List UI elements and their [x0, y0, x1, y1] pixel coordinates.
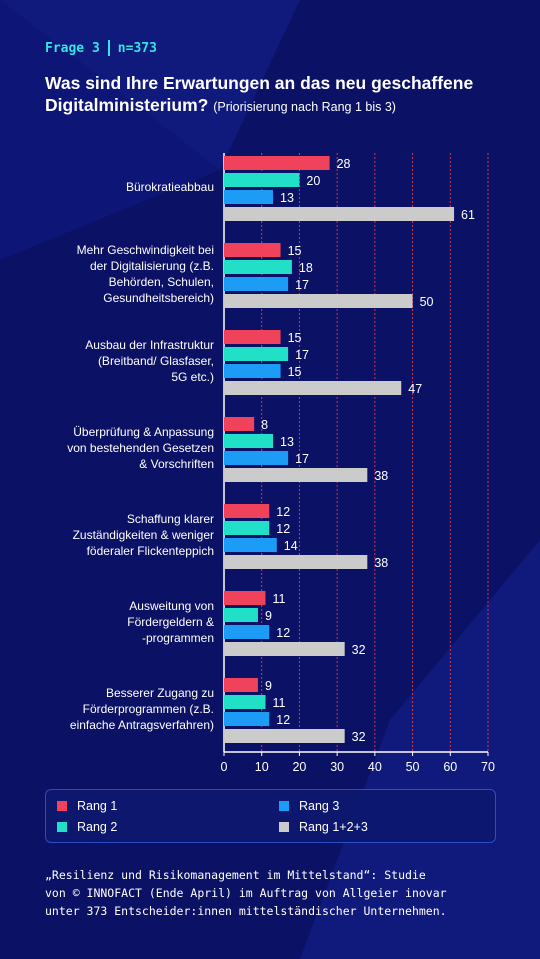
- bar-rang-1: [224, 156, 330, 170]
- title-text: Was sind Ihre Erwartungen an das neu ges…: [45, 73, 474, 115]
- bar-rang-2: [224, 521, 270, 535]
- bar-rang-2: [224, 260, 292, 274]
- footer-source: „Resilienz und Risikomanagement im Mitte…: [45, 866, 515, 920]
- data-label: 32: [352, 643, 366, 657]
- data-label: 12: [276, 522, 290, 536]
- bar-rang-3: [224, 712, 270, 726]
- x-tick-label: 30: [330, 760, 344, 774]
- data-label: 32: [352, 730, 366, 744]
- data-label: 17: [295, 452, 309, 466]
- bar-rang-1: [224, 243, 281, 257]
- legend-item-rang-total: Rang 1+2+3: [279, 820, 368, 834]
- bar-rang-1-2-3: [224, 294, 413, 308]
- bar-rang-1-2-3: [224, 642, 345, 656]
- bar-rang-3: [224, 538, 277, 552]
- data-label: 20: [306, 174, 320, 188]
- category-label: Schaffung klarer Zuständigkeiten & wenig…: [72, 511, 214, 558]
- data-label: 61: [461, 208, 475, 222]
- x-tick-label: 60: [443, 760, 457, 774]
- category-label: Überprüfung & Anpassung von bestehenden …: [67, 424, 214, 471]
- footer-line-1: „Resilienz und Risikomanagement im Mitte…: [45, 868, 426, 882]
- meta-separator: [107, 40, 110, 56]
- bar-rang-3: [224, 277, 289, 291]
- data-label: 15: [288, 365, 302, 379]
- data-label: 15: [288, 244, 302, 258]
- bar-rang-1: [224, 417, 255, 431]
- bar-rang-1-2-3: [224, 555, 368, 569]
- chart-title: Was sind Ihre Erwartungen an das neu ges…: [45, 72, 515, 118]
- bar-rang-3: [224, 364, 281, 378]
- x-tick-label: 10: [255, 760, 269, 774]
- legend-item-rang1: Rang 1: [57, 799, 117, 813]
- bar-rang-2: [224, 434, 274, 448]
- chart-subtitle: (Priorisierung nach Rang 1 bis 3): [213, 100, 396, 114]
- bar-rang-1: [224, 678, 258, 692]
- data-label: 12: [276, 626, 290, 640]
- legend-swatch-rang-total: [279, 822, 289, 832]
- data-label: 17: [295, 348, 309, 362]
- legend-swatch-rang1: [57, 801, 67, 811]
- x-tick-label: 0: [221, 760, 228, 774]
- category-label: Ausbau der Infrastruktur (Breitband/ Gla…: [85, 337, 214, 384]
- data-label: 13: [280, 191, 294, 205]
- data-label: 15: [288, 331, 302, 345]
- bar-rang-1-2-3: [224, 381, 402, 395]
- legend-label-rang3: Rang 3: [299, 799, 340, 813]
- data-label: 50: [420, 295, 434, 309]
- question-meta: Frage 3 n=373: [45, 40, 515, 56]
- data-label: 9: [265, 609, 272, 623]
- bar-rang-2: [224, 173, 300, 187]
- data-label: 28: [337, 157, 351, 171]
- footer-line-2: von © INNOFACT (Ende April) im Auftrag v…: [45, 886, 447, 900]
- bar-rang-2: [224, 347, 289, 361]
- legend-label-rang1: Rang 1: [77, 799, 118, 813]
- x-tick-label: 20: [292, 760, 306, 774]
- bar-rang-1: [224, 330, 281, 344]
- sample-size: n=373: [117, 40, 157, 56]
- header: Frage 3 n=373 Was sind Ihre Erwartungen …: [45, 40, 515, 118]
- bar-rang-1-2-3: [224, 207, 455, 221]
- data-label: 14: [284, 539, 298, 553]
- legend-item-rang2: Rang 2: [57, 820, 117, 834]
- data-label: 38: [374, 556, 388, 570]
- bar-rang-1: [224, 591, 266, 605]
- data-label: 11: [272, 592, 285, 606]
- category-label: Besserer Zugang zu Förderprogrammen (z.B…: [69, 685, 214, 732]
- data-label: 12: [276, 505, 290, 519]
- data-label: 11: [272, 696, 285, 710]
- bar-rang-3: [224, 451, 289, 465]
- data-label: 47: [408, 382, 422, 396]
- bar-rang-3: [224, 190, 274, 204]
- bar-rang-3: [224, 625, 270, 639]
- data-label: 8: [261, 418, 268, 432]
- category-label: Ausweitung von Fördergeldern & -programm…: [127, 598, 214, 645]
- data-label: 13: [280, 435, 294, 449]
- question-number: Frage 3: [45, 40, 100, 56]
- data-label: 18: [299, 261, 313, 275]
- bar-rang-1-2-3: [224, 729, 345, 743]
- legend-item-rang3: Rang 3: [279, 799, 339, 813]
- bar-chart: 0 10 20 30 40 50 60 70 28 20 13 61 15 18 17 50 15 17 15 47 8…: [221, 153, 495, 774]
- data-label: 12: [276, 713, 290, 727]
- x-tick-label: 70: [481, 760, 495, 774]
- bar-rang-2: [224, 695, 266, 709]
- category-label: Mehr Geschwindigkeit bei der Digitalisie…: [76, 242, 214, 305]
- category-label: Bürokratieabbau: [125, 179, 214, 194]
- bar-rang-1-2-3: [224, 468, 368, 482]
- bar-rang-2: [224, 608, 258, 622]
- legend-label-rang2: Rang 2: [77, 820, 118, 834]
- legend-swatch-rang2: [57, 822, 67, 832]
- data-label: 38: [374, 469, 388, 483]
- data-label: 17: [295, 278, 309, 292]
- bar-rang-1: [224, 504, 270, 518]
- legend: Rang 1 Rang 2 Rang 3 Rang 1+2+3: [45, 789, 496, 843]
- footer-line-3: unter 373 Entscheider:innen mittelständi…: [45, 904, 447, 918]
- legend-swatch-rang3: [279, 801, 289, 811]
- legend-label-rang-total: Rang 1+2+3: [299, 820, 368, 834]
- x-tick-label: 40: [368, 760, 382, 774]
- data-label: 9: [265, 679, 272, 693]
- x-tick-label: 50: [406, 760, 420, 774]
